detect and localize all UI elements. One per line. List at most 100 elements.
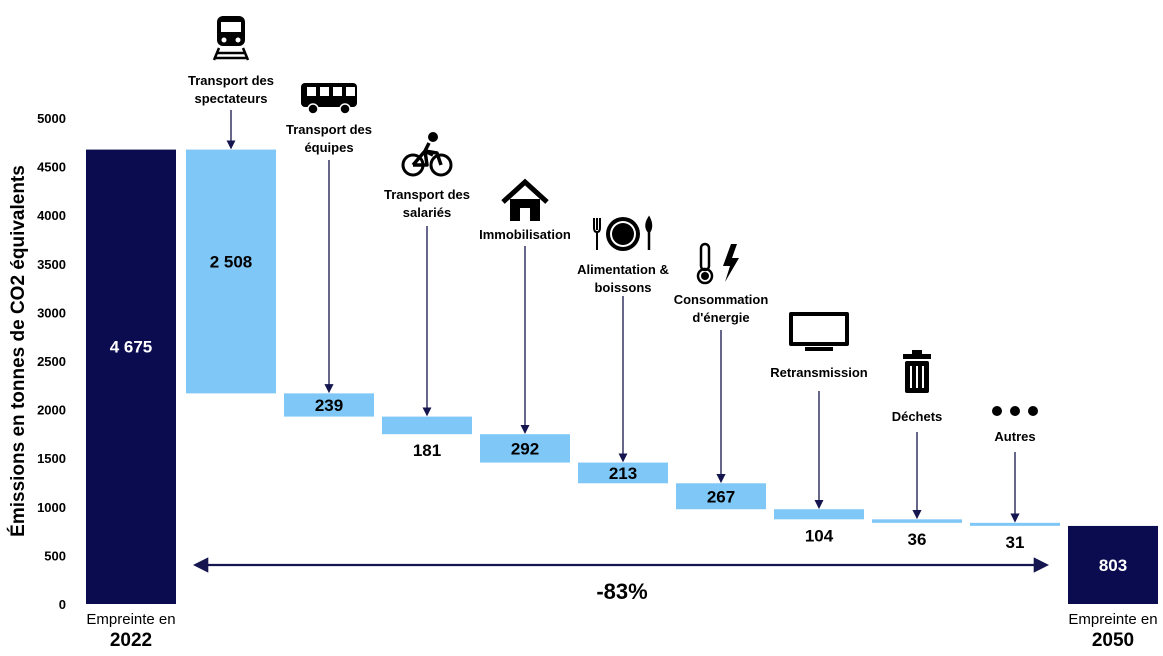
- bar-step: [774, 509, 864, 520]
- bar-step: [480, 434, 570, 463]
- ellipsis-icon: [992, 406, 1038, 416]
- y-tick-label: 500: [44, 548, 66, 563]
- category-label: Alimentation & boissons: [577, 262, 669, 295]
- thermometer-bulb: [696, 267, 714, 285]
- ellipsis-dot: [1010, 406, 1020, 416]
- bar-step-value-label: 2 508: [210, 253, 253, 272]
- bus-window: [307, 87, 316, 96]
- house-roof: [501, 178, 549, 204]
- end-footer-year: 2050: [1092, 630, 1134, 651]
- tv-stand: [805, 347, 833, 351]
- end-footer-label: Empreinte en: [1068, 611, 1157, 628]
- category-label-line: salariés: [403, 205, 451, 220]
- category-label: Autres: [994, 429, 1035, 444]
- start-footer-label: Empreinte en: [86, 611, 175, 628]
- trash-line: [910, 366, 912, 388]
- category-label-line: Transport des: [188, 73, 274, 88]
- reduction-label: -83%: [596, 579, 647, 604]
- fork: [593, 218, 601, 250]
- y-axis-title: Émissions en tonnes de CO2 équivalents: [7, 165, 29, 537]
- category-label-line: Immobilisation: [479, 227, 571, 242]
- train-light-left: [221, 37, 227, 43]
- house-door: [520, 208, 530, 221]
- y-tick-label: 5000: [37, 111, 66, 126]
- bar-step: [872, 519, 962, 523]
- y-tick-label: 3500: [37, 257, 66, 272]
- start-footer-year: 2022: [110, 630, 152, 651]
- trash-icon: [903, 350, 931, 393]
- bar-step: [382, 416, 472, 435]
- category-label-line: Transport des: [286, 122, 372, 137]
- bus-icon: [301, 83, 357, 115]
- category-label-line: Transport des: [384, 187, 470, 202]
- category-label: Immobilisation: [479, 227, 571, 242]
- bar-step: [186, 149, 276, 394]
- trash-lid: [903, 354, 931, 359]
- category-label: Déchets: [892, 409, 943, 424]
- category-label-line: Retransmission: [770, 365, 868, 380]
- trash-line: [916, 366, 918, 388]
- trash-line: [922, 366, 924, 388]
- train-rails: [212, 47, 250, 61]
- y-tick-label: 1000: [37, 500, 66, 515]
- category-label: Transport des salariés: [384, 187, 470, 220]
- train-icon: [212, 16, 250, 61]
- bar-step: [578, 462, 668, 484]
- bicycle-icon: [401, 132, 453, 177]
- bar-step: [970, 522, 1060, 526]
- thermometer-fill: [701, 272, 709, 280]
- thermometer-tube: [699, 242, 711, 272]
- bar-start-2022: [86, 149, 176, 604]
- y-tick-label: 2500: [37, 354, 66, 369]
- bar-step-value-label: 181: [413, 441, 441, 460]
- bar-step-value-label: 292: [511, 439, 539, 458]
- y-tick-label: 4000: [37, 208, 66, 223]
- category-label: Retransmission: [770, 365, 868, 380]
- rider-head: [428, 132, 438, 142]
- bus-wheel: [307, 103, 319, 115]
- plate-inner: [612, 223, 634, 245]
- bike-wheel: [429, 153, 453, 177]
- ellipsis-dot: [1028, 406, 1038, 416]
- y-tick-label: 0: [59, 597, 66, 612]
- category-label: Consommation d'énergie: [674, 292, 769, 325]
- bike-frame: [411, 142, 443, 167]
- bar-end-value-label: 803: [1099, 556, 1127, 575]
- bus-wheel: [339, 103, 351, 115]
- train-light-right: [235, 37, 241, 43]
- bar-step-value-label: 239: [315, 396, 343, 415]
- category-label-line: Consommation: [674, 292, 769, 307]
- bar-step: [676, 483, 766, 510]
- category-label-line: boissons: [594, 280, 651, 295]
- spoon: [645, 215, 653, 250]
- bar-step: [284, 393, 374, 417]
- y-tick-label: 3000: [37, 305, 66, 320]
- bar-step-value-label: 213: [609, 464, 637, 483]
- bus-window: [333, 87, 342, 96]
- plate-cutlery-icon: [593, 215, 653, 251]
- category-label-line: spectateurs: [195, 91, 268, 106]
- train-window: [221, 22, 241, 32]
- trash-handle: [912, 350, 922, 355]
- category-label: Transport des équipes: [286, 122, 372, 155]
- bar-step-value-label: 31: [1006, 533, 1025, 552]
- category-label-line: Déchets: [892, 409, 943, 424]
- tv-screen: [793, 316, 845, 342]
- bus-window: [346, 87, 355, 96]
- bar-step-value-label: 104: [805, 526, 834, 545]
- category-label-line: Autres: [994, 429, 1035, 444]
- bar-step-value-label: 36: [908, 530, 927, 549]
- lightning-bolt: [723, 244, 739, 282]
- y-tick-label: 4500: [37, 160, 66, 175]
- y-tick-label: 2000: [37, 403, 66, 418]
- bar-step-value-label: 267: [707, 487, 735, 506]
- thermometer-lightning-icon: [696, 242, 739, 285]
- bus-window: [320, 87, 329, 96]
- bar-start-value-label: 4 675: [110, 338, 153, 357]
- bar-end-2050: [1068, 525, 1158, 604]
- tv-icon: [789, 312, 849, 351]
- category-label-line: Alimentation &: [577, 262, 669, 277]
- ellipsis-dot: [992, 406, 1002, 416]
